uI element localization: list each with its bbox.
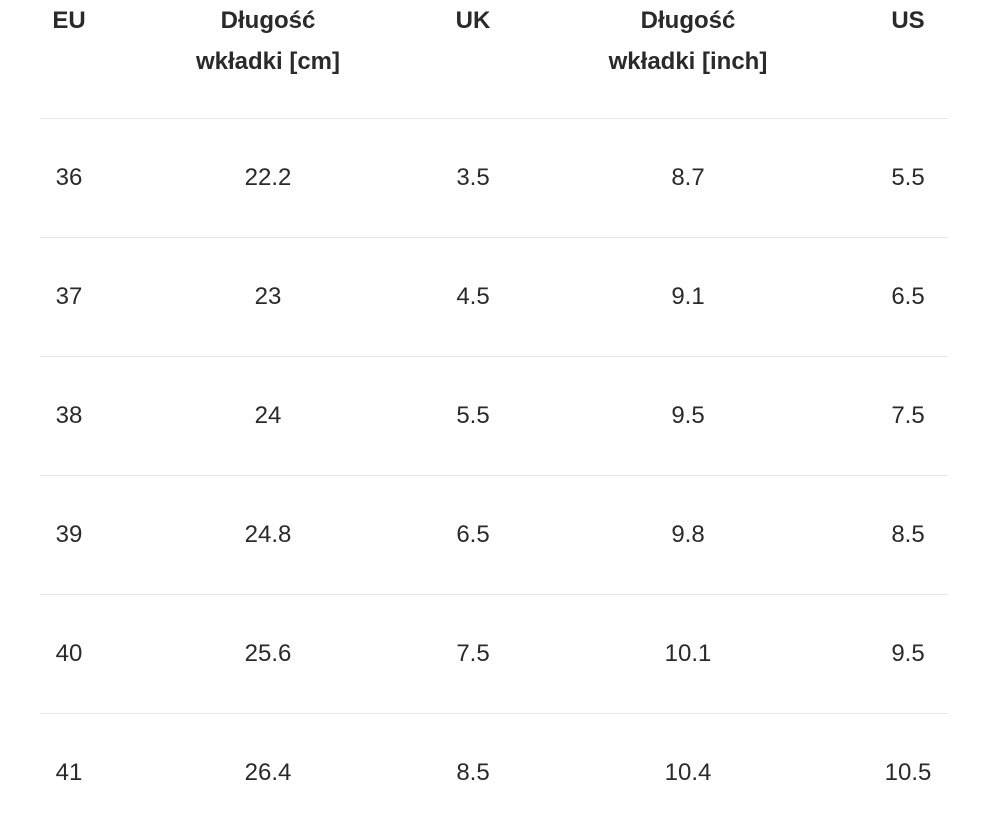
table-row: 41 26.4 8.5 10.4 10.5 [40, 714, 948, 832]
cell-length-inch: 9.1 [671, 283, 705, 310]
header-eu: EU [40, 0, 98, 41]
table-row: 40 25.6 7.5 10.1 9.5 [40, 595, 948, 714]
header-eu-label: EU [52, 7, 86, 34]
header-uk: UK [433, 0, 513, 41]
cell-length-cm: 24.8 [244, 521, 292, 548]
cell-length-cm: 25.6 [244, 640, 292, 667]
cell-length-cm: 23 [254, 283, 282, 310]
cell-eu: 36 [55, 164, 83, 191]
header-length-inch-line2: wkładki [inch] [608, 48, 768, 75]
cell-eu: 40 [55, 640, 83, 667]
cell-length-inch: 9.5 [671, 402, 705, 429]
cell-eu: 41 [55, 759, 83, 786]
cell-eu: 39 [55, 521, 83, 548]
cell-us: 10.5 [884, 759, 932, 786]
cell-length-inch: 9.8 [671, 521, 705, 548]
cell-eu: 38 [55, 402, 83, 429]
cell-uk: 4.5 [456, 283, 490, 310]
header-us: US [868, 0, 948, 41]
header-length-cm-line1: Długość [220, 7, 316, 34]
header-length-inch: Długość wkładki [inch] [588, 0, 788, 82]
cell-length-inch: 10.1 [664, 640, 712, 667]
cell-uk: 7.5 [456, 640, 490, 667]
cell-us: 9.5 [891, 640, 925, 667]
header-us-label: US [891, 7, 925, 34]
cell-uk: 5.5 [456, 402, 490, 429]
cell-length-inch: 8.7 [671, 164, 705, 191]
cell-length-cm: 26.4 [244, 759, 292, 786]
cell-length-cm: 24 [254, 402, 282, 429]
cell-uk: 8.5 [456, 759, 490, 786]
cell-us: 8.5 [891, 521, 925, 548]
size-chart-table: EU Długość wkładki [cm] UK Długość wkład… [40, 0, 948, 832]
cell-length-inch: 10.4 [664, 759, 712, 786]
table-row: 36 22.2 3.5 8.7 5.5 [40, 119, 948, 238]
table-header-row: EU Długość wkładki [cm] UK Długość wkład… [40, 0, 948, 119]
header-length-inch-line1: Długość [640, 7, 736, 34]
cell-uk: 6.5 [456, 521, 490, 548]
cell-us: 6.5 [891, 283, 925, 310]
cell-us: 5.5 [891, 164, 925, 191]
cell-uk: 3.5 [456, 164, 490, 191]
cell-us: 7.5 [891, 402, 925, 429]
header-length-cm-line2: wkładki [cm] [195, 48, 341, 75]
table-row: 39 24.8 6.5 9.8 8.5 [40, 476, 948, 595]
table-row: 37 23 4.5 9.1 6.5 [40, 238, 948, 357]
header-uk-label: UK [455, 7, 491, 34]
header-length-cm: Długość wkładki [cm] [168, 0, 368, 82]
cell-eu: 37 [55, 283, 83, 310]
cell-length-cm: 22.2 [244, 164, 292, 191]
table-row: 38 24 5.5 9.5 7.5 [40, 357, 948, 476]
